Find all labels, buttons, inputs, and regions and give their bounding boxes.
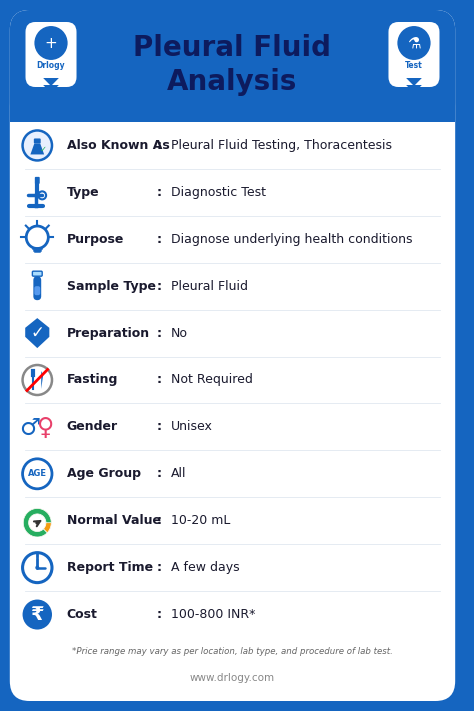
Polygon shape [25,318,49,348]
Text: Pleural Fluid: Pleural Fluid [134,34,331,62]
FancyBboxPatch shape [389,22,439,87]
Polygon shape [43,78,59,86]
Wedge shape [23,508,51,537]
Polygon shape [406,78,422,86]
Text: Sample Type: Sample Type [67,279,155,293]
FancyBboxPatch shape [10,10,455,701]
Text: :: : [156,232,162,246]
Text: :: : [156,326,162,340]
Polygon shape [41,371,43,389]
Text: Analysis: Analysis [167,68,298,96]
Text: Purpose: Purpose [67,232,124,246]
Text: Gender: Gender [67,420,118,434]
Text: *Price range may vary as per location, lab type, and procedure of lab test.: *Price range may vary as per location, l… [72,648,393,656]
Wedge shape [23,508,51,537]
Text: Pleural Fluid Testing, Thoracentesis: Pleural Fluid Testing, Thoracentesis [171,139,392,152]
Text: :: : [156,373,162,387]
Polygon shape [406,85,422,93]
Circle shape [396,25,432,61]
Wedge shape [23,508,51,537]
Polygon shape [30,144,44,154]
FancyBboxPatch shape [10,10,455,122]
Text: ✓: ✓ [30,324,44,342]
Text: Fasting: Fasting [67,373,118,387]
Text: www.drlogy.com: www.drlogy.com [190,673,275,683]
Text: :: : [156,608,162,621]
Text: :: : [156,467,162,481]
Text: :: : [156,139,162,152]
Circle shape [23,599,52,629]
FancyBboxPatch shape [34,139,41,144]
Text: Normal Value: Normal Value [67,514,161,528]
Text: AGE: AGE [28,469,47,479]
Text: :: : [156,186,162,199]
Text: ₹: ₹ [30,605,44,624]
FancyBboxPatch shape [34,287,40,295]
Text: Preparation: Preparation [67,326,150,340]
Text: Also Known As: Also Known As [67,139,170,152]
FancyBboxPatch shape [26,22,76,87]
Text: A few days: A few days [171,561,239,574]
Text: Not Required: Not Required [171,373,253,387]
Text: 100-800 INR*: 100-800 INR* [171,608,255,621]
Text: ♀: ♀ [36,416,54,440]
Text: 10-20 mL: 10-20 mL [171,514,230,528]
Text: Report Time: Report Time [67,561,153,574]
Polygon shape [10,102,455,122]
Text: Diagnose underlying health conditions: Diagnose underlying health conditions [171,232,412,246]
FancyBboxPatch shape [33,276,41,300]
Text: Drlogy: Drlogy [36,61,65,70]
Text: ♂: ♂ [19,416,40,440]
Wedge shape [23,508,51,537]
Text: +: + [45,36,57,50]
Text: :: : [156,561,162,574]
Text: Diagnostic Test: Diagnostic Test [171,186,266,199]
FancyBboxPatch shape [35,177,40,184]
Text: Pleural Fluid: Pleural Fluid [171,279,248,293]
Text: Unisex: Unisex [171,420,212,434]
Text: Cost: Cost [67,608,98,621]
FancyBboxPatch shape [32,271,42,276]
Text: Type: Type [67,186,100,199]
Text: No: No [171,326,188,340]
Text: Test: Test [405,61,423,70]
Text: All: All [171,467,186,481]
Text: :: : [156,279,162,293]
Text: ⚗: ⚗ [407,36,421,50]
Text: Age Group: Age Group [67,467,141,481]
Text: ✓: ✓ [40,145,46,154]
Circle shape [36,566,39,570]
Polygon shape [43,85,59,93]
Text: :: : [156,514,162,528]
Text: :: : [156,420,162,434]
Circle shape [33,25,69,61]
Circle shape [23,130,52,161]
Circle shape [36,520,39,525]
